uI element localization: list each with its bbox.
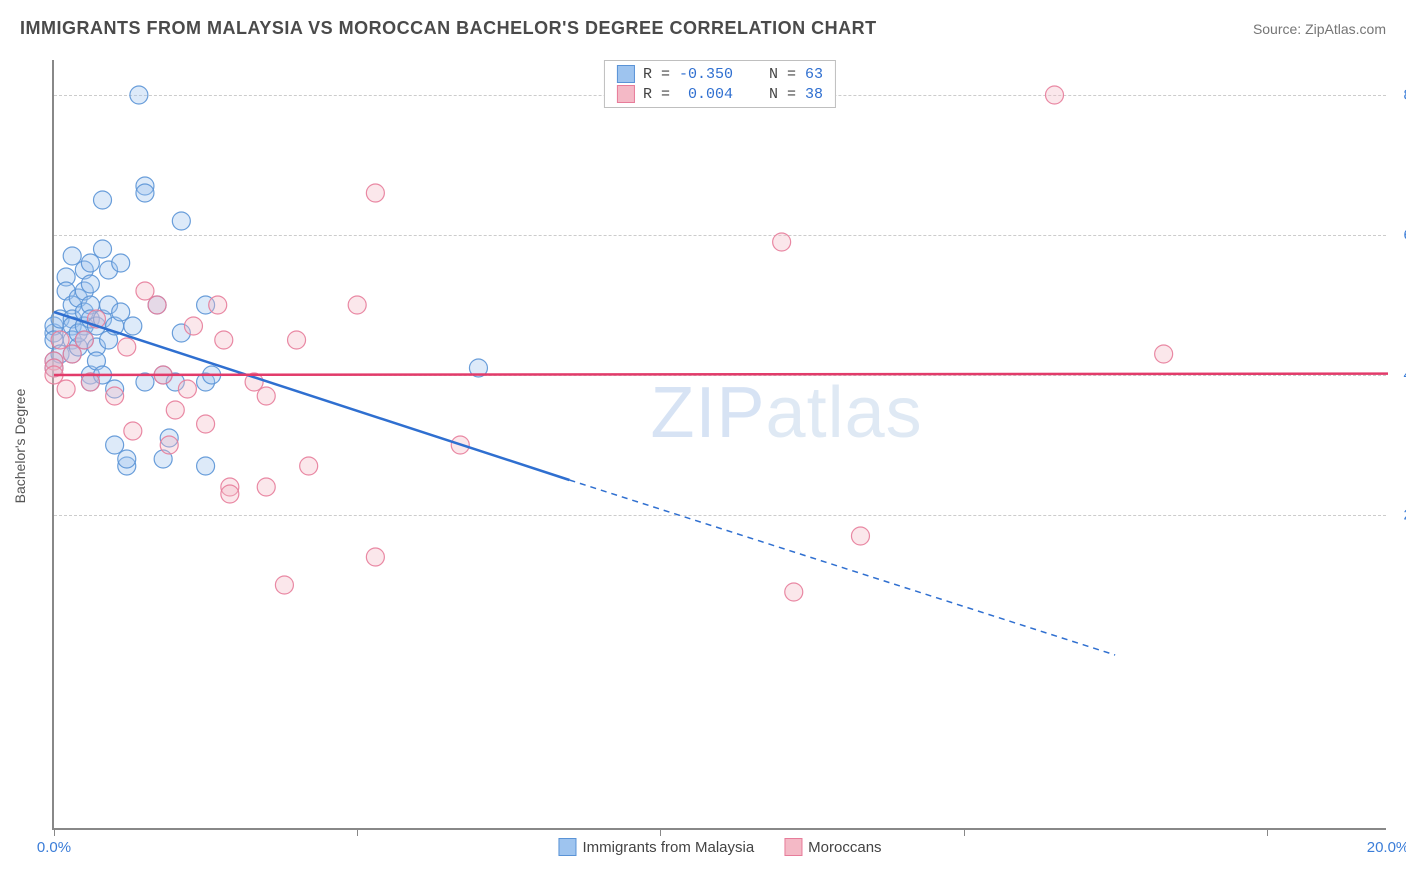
scatter-point-malaysia [197,457,215,475]
y-tick-label: 20.0% [1391,507,1406,524]
scatter-point-moroccans [215,331,233,349]
scatter-point-moroccans [51,331,69,349]
scatter-point-moroccans [348,296,366,314]
y-tick-label: 80.0% [1391,87,1406,104]
scatter-point-moroccans [124,422,142,440]
source-label: Source: ZipAtlas.com [1253,21,1386,37]
swatch-malaysia-icon [558,838,576,856]
scatter-point-moroccans [851,527,869,545]
y-tick-label: 60.0% [1391,227,1406,244]
scatter-point-moroccans [166,401,184,419]
scatter-point-malaysia [172,212,190,230]
scatter-point-malaysia [112,303,130,321]
y-tick-label: 40.0% [1391,367,1406,384]
x-tick [357,828,358,836]
scatter-point-moroccans [300,457,318,475]
scatter-point-moroccans [288,331,306,349]
legend-row-malaysia: R = -0.350 N = 63 [617,65,823,83]
scatter-point-moroccans [366,184,384,202]
scatter-point-malaysia [106,436,124,454]
scatter-point-moroccans [773,233,791,251]
swatch-malaysia [617,65,635,83]
scatter-point-moroccans [197,415,215,433]
scatter-point-malaysia [112,254,130,272]
chart-title: IMMIGRANTS FROM MALAYSIA VS MOROCCAN BAC… [20,18,877,39]
legend-correlation-box: R = -0.350 N = 63 R = 0.004 N = 38 [604,60,836,108]
scatter-point-moroccans [1046,86,1064,104]
scatter-point-moroccans [366,548,384,566]
chart-plot-area: ZIPatlas R = -0.350 N = 63 R = 0.004 N =… [52,60,1386,830]
scatter-point-moroccans [75,331,93,349]
swatch-moroccans [617,85,635,103]
scatter-point-moroccans [1155,345,1173,363]
trendline-extend-malaysia [569,480,1115,655]
scatter-point-moroccans [160,436,178,454]
scatter-point-moroccans [178,380,196,398]
scatter-point-malaysia [118,450,136,468]
scatter-point-moroccans [184,317,202,335]
scatter-point-moroccans [136,282,154,300]
scatter-point-moroccans [63,345,81,363]
x-tick [660,828,661,836]
x-tick [1267,828,1268,836]
scatter-point-moroccans [257,387,275,405]
scatter-point-moroccans [221,485,239,503]
scatter-point-malaysia [94,240,112,258]
scatter-point-malaysia [124,317,142,335]
legend-item-moroccans: Moroccans [784,838,881,856]
x-tick-label: 0.0% [37,839,71,856]
scatter-point-moroccans [209,296,227,314]
scatter-point-malaysia [81,275,99,293]
scatter-point-malaysia [94,191,112,209]
x-tick [964,828,965,836]
legend-row-moroccans: R = 0.004 N = 38 [617,85,823,103]
legend-bottom: Immigrants from Malaysia Moroccans [558,838,881,856]
scatter-point-moroccans [106,387,124,405]
scatter-point-moroccans [785,583,803,601]
scatter-point-malaysia [130,86,148,104]
scatter-point-moroccans [275,576,293,594]
y-axis-label: Bachelor's Degree [12,389,28,504]
swatch-moroccans-icon [784,838,802,856]
scatter-point-malaysia [63,247,81,265]
scatter-point-moroccans [118,338,136,356]
x-tick [54,828,55,836]
scatter-point-malaysia [136,184,154,202]
scatter-point-moroccans [57,380,75,398]
scatter-point-moroccans [148,296,166,314]
legend-item-malaysia: Immigrants from Malaysia [558,838,754,856]
scatter-svg [54,60,1386,828]
scatter-point-moroccans [257,478,275,496]
x-tick-label: 20.0% [1367,839,1406,856]
scatter-point-malaysia [81,254,99,272]
trendline-moroccans [54,374,1388,375]
